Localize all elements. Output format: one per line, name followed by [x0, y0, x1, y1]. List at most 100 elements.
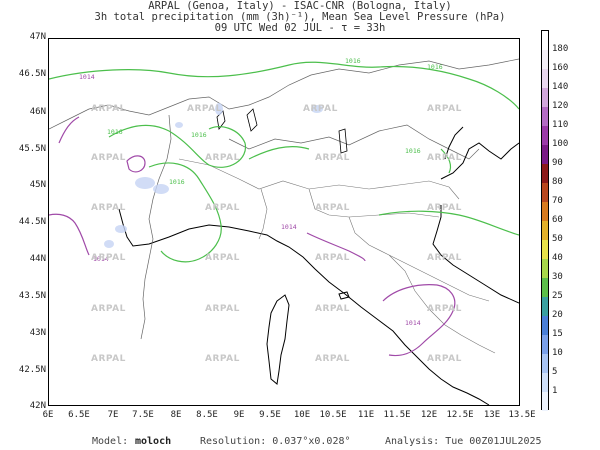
- lon-label: 13E: [483, 410, 501, 420]
- lon-label: 6E: [42, 410, 54, 420]
- lon-label: 8E: [170, 410, 182, 420]
- lon-label: 8.5E: [196, 410, 218, 420]
- title-line-3: 09 UTC Wed 02 JUL - τ = 33h: [214, 22, 386, 34]
- map-svg: 1016 1016 1016 1016 1016 1016 1014 1014 …: [49, 57, 519, 405]
- lat-label: 46N: [29, 107, 46, 117]
- colorbar-label: 15: [552, 329, 563, 339]
- colorbar-segment: [542, 221, 548, 240]
- coastline-italy: [118, 205, 519, 405]
- lat-label: 44N: [29, 254, 46, 264]
- colorbar-segment: [542, 354, 548, 373]
- watermark: ARPAL: [91, 104, 126, 114]
- colorbar-segment: [542, 88, 548, 107]
- map-panel[interactable]: 1016 1016 1016 1016 1016 1016 1014 1014 …: [48, 38, 520, 406]
- resolution-text: Resolution: 0.037°x0.028°: [200, 436, 351, 447]
- coastline-adriatic: [440, 126, 519, 180]
- lon-label: 6.5E: [68, 410, 90, 420]
- isobar-label-1014: 1014: [79, 73, 95, 81]
- isobar-label-1016: 1016: [191, 131, 207, 139]
- borders-north: [49, 58, 519, 340]
- colorbar-label: 25: [552, 291, 563, 301]
- island-corsica: [266, 294, 290, 385]
- isobar-labels: 1016 1016 1016 1016 1016 1016 1014 1014 …: [79, 57, 443, 327]
- colorbar-segment: [542, 50, 548, 69]
- lon-label: 7E: [107, 410, 119, 420]
- colorbar-label: 60: [552, 215, 563, 225]
- watermark: ARPAL: [205, 304, 240, 314]
- lon-label: 11.5E: [383, 410, 411, 420]
- lat-label: 42N: [29, 401, 46, 411]
- lon-label: 10E: [293, 410, 311, 420]
- lat-label: 45.5N: [18, 144, 46, 154]
- watermark: ARPAL: [427, 304, 462, 314]
- lat-label: 42.5N: [18, 365, 46, 375]
- watermark: ARPAL: [91, 304, 126, 314]
- title-line-2: 3h total precipitation (mm (3h)⁻¹), Mean…: [94, 11, 506, 23]
- watermark: ARPAL: [427, 104, 462, 114]
- colorbar-label: 140: [552, 82, 569, 92]
- colorbar: [541, 30, 549, 411]
- colorbar-label: 20: [552, 310, 563, 320]
- colorbar-segment: [542, 107, 548, 126]
- isobar-label-1014: 1014: [281, 223, 297, 231]
- colorbar-segment: [542, 126, 548, 145]
- watermark: ARPAL: [303, 104, 338, 114]
- colorbar-segment: [542, 183, 548, 202]
- lon-label: 11E: [357, 410, 375, 420]
- colorbar-label: 5: [552, 367, 558, 377]
- lon-label: 9E: [233, 410, 245, 420]
- colorbar-segment: [542, 69, 548, 88]
- isobar-label-1016: 1016: [169, 178, 185, 186]
- colorbar-label: 10: [552, 348, 563, 358]
- lakes: [216, 108, 348, 154]
- colorbar-segment: [542, 278, 548, 297]
- watermark: ARPAL: [91, 354, 126, 364]
- watermark: ARPAL: [205, 153, 240, 163]
- colorbar-label: 1: [552, 386, 558, 396]
- watermark: ARPAL: [427, 203, 462, 213]
- analysis-text: Analysis: Tue 00Z01JUL2025: [385, 436, 542, 447]
- lat-label: 46.5N: [18, 69, 46, 79]
- colorbar-segment: [542, 335, 548, 354]
- isobar-label-1016: 1016: [427, 63, 443, 71]
- colorbar-label: 180: [552, 44, 569, 54]
- colorbar-label: 40: [552, 253, 563, 263]
- watermark: ARPAL: [315, 203, 350, 213]
- borders-regions: [178, 158, 496, 354]
- isobar-label-1014: 1014: [405, 319, 421, 327]
- colorbar-segment: [542, 259, 548, 278]
- watermark: ARPAL: [91, 153, 126, 163]
- isobars-1016: [49, 61, 519, 263]
- isobars-1014: [49, 116, 456, 357]
- watermark: ARPAL: [315, 354, 350, 364]
- lat-label: 43.5N: [18, 291, 46, 301]
- lon-label: 7.5E: [132, 410, 154, 420]
- colorbar-segment: [542, 145, 548, 164]
- colorbar-label: 100: [552, 139, 569, 149]
- isobar-label-1016: 1016: [107, 128, 123, 136]
- colorbar-label: 70: [552, 196, 563, 206]
- colorbar-segment: [542, 297, 548, 316]
- colorbar-segment: [542, 392, 548, 411]
- colorbar-label: 120: [552, 101, 569, 111]
- colorbar-segment: [542, 164, 548, 183]
- watermark: ARPAL: [427, 253, 462, 263]
- lat-label: 43N: [29, 328, 46, 338]
- colorbar-segment: [542, 240, 548, 259]
- lon-label: 12.5E: [446, 410, 474, 420]
- colorbar-label: 110: [552, 120, 569, 130]
- model-value: moloch: [135, 436, 172, 447]
- watermark: ARPAL: [91, 203, 126, 213]
- watermark: ARPAL: [91, 253, 126, 263]
- colorbar-label: 90: [552, 158, 563, 168]
- model-label: Model:: [92, 436, 129, 447]
- colorbar-label: 50: [552, 234, 563, 244]
- watermark: ARPAL: [427, 153, 462, 163]
- lat-label: 44.5N: [18, 217, 46, 227]
- watermark: ARPAL: [427, 354, 462, 364]
- watermark: ARPAL: [187, 104, 222, 114]
- colorbar-label: 30: [552, 272, 563, 282]
- watermark: ARPAL: [315, 253, 350, 263]
- colorbar-label: 160: [552, 63, 569, 73]
- colorbar-segment: [542, 31, 548, 50]
